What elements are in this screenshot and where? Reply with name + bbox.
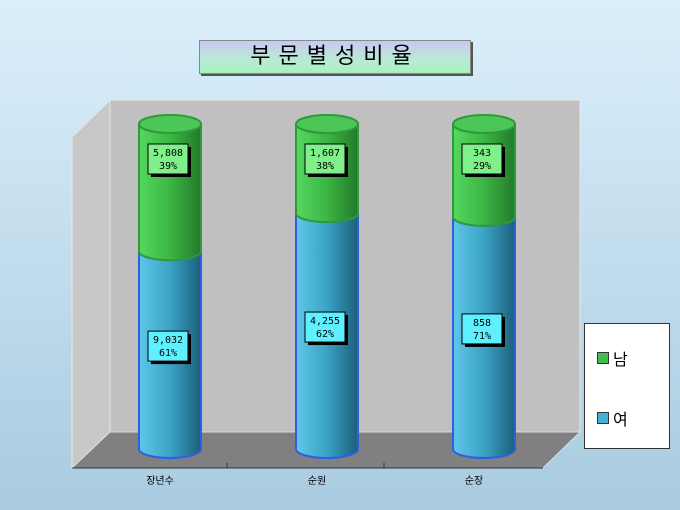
bar-male-top-1 bbox=[295, 114, 359, 134]
label-female-0-percent: 61% bbox=[159, 348, 177, 359]
legend-swatch-male bbox=[597, 352, 609, 364]
label-male-1-value: 1,607 bbox=[310, 148, 340, 159]
legend-swatch-female bbox=[597, 412, 609, 424]
label-male-0-percent: 39% bbox=[159, 161, 177, 172]
label-male-1-percent: 38% bbox=[316, 161, 334, 172]
label-male-2-value: 343 bbox=[473, 148, 491, 159]
label-male-2-box bbox=[461, 143, 503, 175]
label-female-0-value: 9,032 bbox=[153, 335, 183, 346]
x-tick-label: 순장 bbox=[465, 475, 483, 487]
label-male-1-box bbox=[304, 143, 346, 175]
legend: 남 여 bbox=[584, 323, 670, 449]
label-female-2-value: 858 bbox=[473, 318, 491, 329]
label-female-1-box bbox=[304, 311, 346, 343]
label-male-0-box bbox=[147, 143, 189, 175]
bar-male-top-2 bbox=[452, 114, 516, 134]
legend-item-female: 여 bbox=[597, 406, 628, 430]
x-tick-label: 장년수 bbox=[146, 475, 174, 487]
left-wall bbox=[71, 98, 111, 470]
bar-male-top-0 bbox=[138, 114, 202, 134]
label-female-1-value: 4,255 bbox=[310, 316, 340, 327]
chart-title: 부문별성비율 bbox=[199, 40, 471, 74]
label-male-2-percent: 29% bbox=[473, 161, 491, 172]
label-female-0-box bbox=[147, 330, 189, 362]
label-female-2-box bbox=[461, 313, 503, 345]
label-female-2-percent: 71% bbox=[473, 331, 491, 342]
legend-label-male: 남 bbox=[613, 350, 628, 369]
label-male-0-value: 5,808 bbox=[153, 148, 183, 159]
legend-item-male: 남 bbox=[597, 346, 628, 370]
legend-label-female: 여 bbox=[613, 410, 628, 429]
label-female-1-percent: 62% bbox=[316, 329, 334, 340]
x-tick-label: 순원 bbox=[308, 475, 326, 487]
